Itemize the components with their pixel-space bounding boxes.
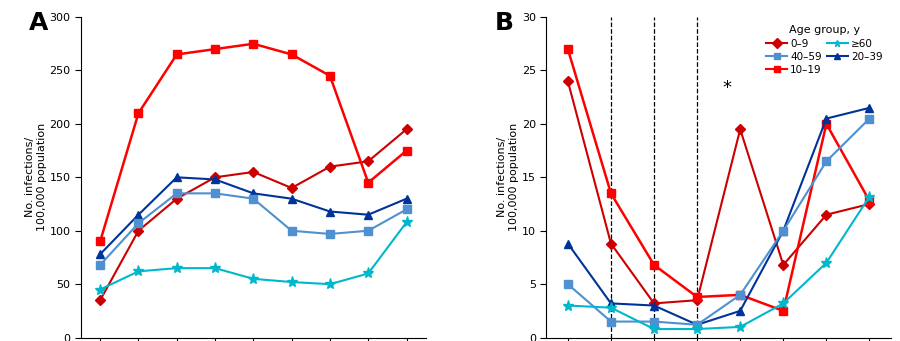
Text: A: A	[30, 11, 49, 35]
Y-axis label: No. infections/
100,000 population: No. infections/ 100,000 population	[498, 123, 519, 232]
Text: b: b	[650, 0, 659, 1]
Text: a: a	[607, 0, 616, 1]
Text: *: *	[723, 79, 732, 97]
Text: c: c	[693, 0, 701, 1]
Text: B: B	[495, 11, 514, 35]
Y-axis label: No. infections/
100,000 population: No. infections/ 100,000 population	[25, 123, 47, 232]
Legend: 0–9, 40–59, 10–19, ≥60, 20–39: 0–9, 40–59, 10–19, ≥60, 20–39	[763, 22, 886, 78]
